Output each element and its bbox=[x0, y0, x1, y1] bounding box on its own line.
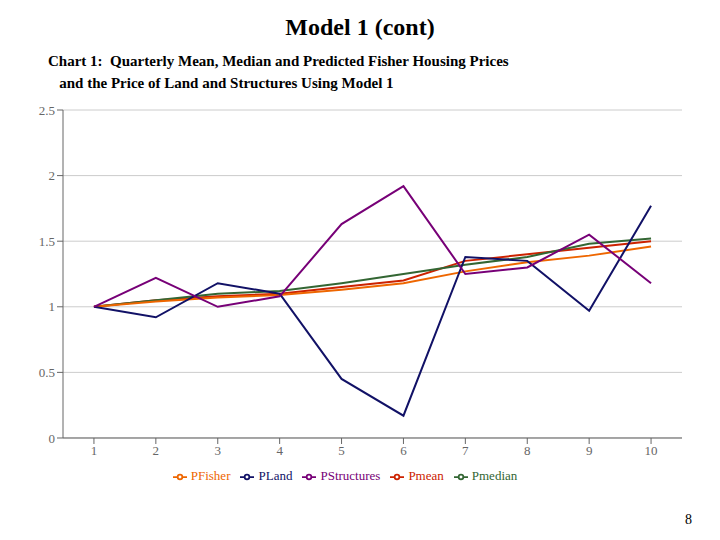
svg-text:0.5: 0.5 bbox=[39, 365, 55, 380]
html-text:Pmean: Pmean bbox=[408, 468, 444, 483]
svg-text:2: 2 bbox=[49, 168, 56, 183]
svg-text:5: 5 bbox=[338, 443, 345, 458]
svg-text:3: 3 bbox=[215, 443, 222, 458]
svg-text:4: 4 bbox=[276, 443, 283, 458]
svg-text:1: 1 bbox=[49, 299, 56, 314]
svg-text:10: 10 bbox=[645, 443, 658, 458]
svg-text:2.5: 2.5 bbox=[39, 103, 55, 118]
html-text:PStructures: PStructures bbox=[320, 468, 381, 483]
svg-text:9: 9 bbox=[586, 443, 593, 458]
html-text:PFisher: PFisher bbox=[190, 468, 231, 483]
html-text:PLand: PLand bbox=[258, 468, 293, 483]
html-text:8: 8 bbox=[685, 512, 692, 527]
html-text:Pmedian: Pmedian bbox=[471, 468, 518, 483]
svg-text:2: 2 bbox=[153, 443, 160, 458]
svg-text:7: 7 bbox=[462, 443, 469, 458]
svg-text:0: 0 bbox=[49, 431, 56, 446]
html-text:Model 1 (cont): Model 1 (cont) bbox=[285, 14, 435, 40]
svg-text:8: 8 bbox=[524, 443, 531, 458]
svg-text:6: 6 bbox=[400, 443, 407, 458]
svg-text:1.5: 1.5 bbox=[39, 234, 55, 249]
html-text:Chart 1: Quarterly Mean, Media: Chart 1: Quarterly Mean, Median and Pred… bbox=[48, 53, 509, 69]
svg-text:1: 1 bbox=[91, 443, 98, 458]
html-text:and the Price of Land and Stru: and the Price of Land and Structures Usi… bbox=[48, 75, 394, 91]
